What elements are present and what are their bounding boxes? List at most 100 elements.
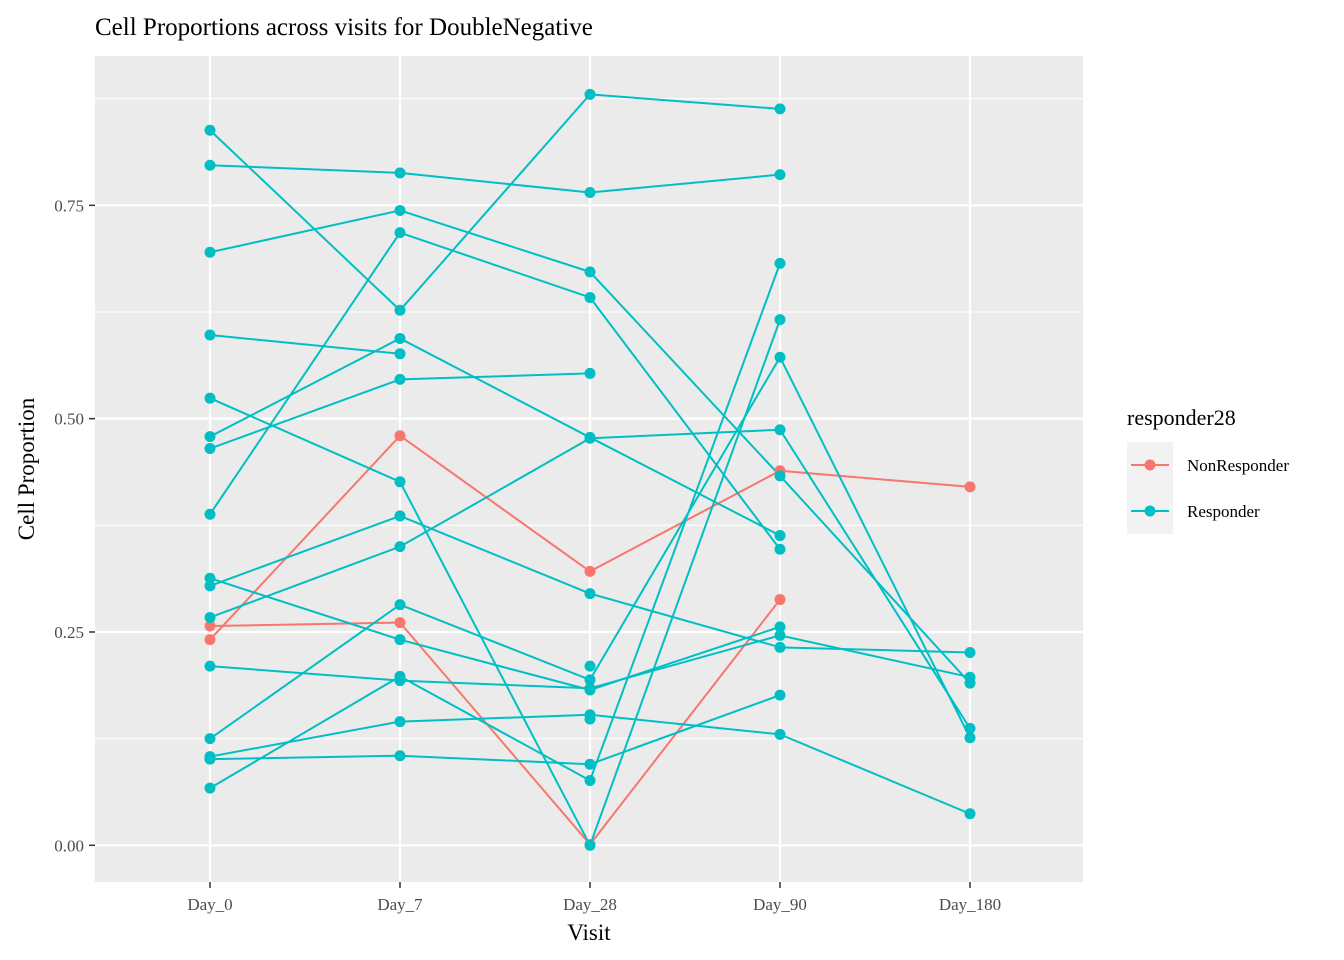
series-line-segment <box>209 577 401 641</box>
axes-layer: 0.00 0.25 0.50 0.75 Day_0 Day_7 Day_28 Day_90 Da… <box>54 196 1001 914</box>
series-line-segment <box>209 164 401 174</box>
series-line-segment <box>399 372 591 381</box>
series-responder-5 <box>209 231 781 550</box>
data-point <box>394 541 406 553</box>
data-point <box>204 611 216 623</box>
data-point <box>774 621 786 633</box>
series-line-segment <box>399 679 591 690</box>
data-point <box>204 753 216 765</box>
series-line-segment <box>209 378 401 450</box>
series-line-segment <box>399 603 591 681</box>
series-line-segment <box>209 754 401 761</box>
data-point <box>394 634 406 646</box>
chart-title: Cell Proportions across visits for Doubl… <box>95 14 593 41</box>
y-tick-label: 0.25 <box>54 623 84 642</box>
data-point <box>774 629 786 641</box>
data-point <box>584 367 596 379</box>
data-point <box>394 304 406 316</box>
data-point <box>394 348 406 360</box>
data-point <box>204 246 216 258</box>
series-line-segment <box>589 93 781 110</box>
data-point <box>394 670 406 682</box>
data-point <box>584 266 596 278</box>
data-point <box>964 808 976 820</box>
data-point <box>204 508 216 520</box>
series-line-segment <box>209 720 401 758</box>
data-point <box>584 432 596 444</box>
y-tick-label: 0.50 <box>54 410 84 429</box>
data-point <box>964 722 976 734</box>
data-point <box>584 187 596 199</box>
data-point <box>964 646 976 658</box>
data-point <box>204 443 216 455</box>
data-point <box>774 728 786 740</box>
series-line-segment <box>209 675 401 789</box>
data-point <box>204 733 216 745</box>
legend-key-background <box>1127 442 1173 534</box>
legend-title: responder28 <box>1127 405 1236 430</box>
series-responder-8 <box>209 372 591 450</box>
data-point <box>774 314 786 326</box>
data-point <box>204 572 216 584</box>
data-point <box>584 674 596 686</box>
legend-label: NonResponder <box>1187 456 1289 475</box>
series-line-segment <box>209 665 401 682</box>
data-point <box>774 470 786 482</box>
data-point <box>584 88 596 100</box>
data-point <box>584 291 596 303</box>
series-line-segment <box>589 271 781 477</box>
series-line-segment <box>779 646 971 654</box>
data-point <box>394 373 406 385</box>
series-line-segment <box>589 634 781 690</box>
series-line-segment <box>399 93 591 311</box>
data-point <box>204 431 216 443</box>
series-responder-3 <box>209 164 781 194</box>
data-point <box>204 329 216 341</box>
points-group <box>204 88 976 851</box>
series-line-segment <box>779 429 971 729</box>
series-line-segment <box>399 713 591 723</box>
series-line-segment <box>399 337 591 439</box>
series-line-segment <box>399 231 591 299</box>
series-line-segment <box>399 434 591 573</box>
series-responder-13 <box>209 356 971 740</box>
data-point <box>394 599 406 611</box>
series-line-segment <box>399 638 591 691</box>
data-point <box>204 782 216 794</box>
series-line-segment <box>779 634 971 679</box>
data-point <box>584 660 596 672</box>
series-line-segment <box>589 428 781 440</box>
series-responder-7 <box>209 337 781 537</box>
series-line-segment <box>399 171 591 194</box>
data-point <box>584 713 596 725</box>
data-point <box>774 257 786 269</box>
x-tick-label: Day_7 <box>377 895 423 914</box>
x-tick-label: Day_0 <box>187 895 232 914</box>
series-responder-16 <box>209 713 971 815</box>
series-line-segment <box>209 209 401 254</box>
data-point <box>394 716 406 728</box>
data-point <box>204 580 216 592</box>
series-line-segment <box>589 598 781 846</box>
data-point <box>584 682 596 694</box>
series-line-segment <box>399 621 591 846</box>
series-line-segment <box>399 209 591 273</box>
data-point <box>394 750 406 762</box>
series-line-segment <box>779 469 971 488</box>
data-point <box>204 392 216 404</box>
series-line-segment <box>589 713 781 736</box>
series-line-segment <box>589 356 781 681</box>
data-point <box>964 481 976 493</box>
legend-key-point <box>1144 459 1156 471</box>
data-point <box>204 634 216 646</box>
series-line-segment <box>589 319 781 846</box>
data-point <box>394 204 406 216</box>
series-line-segment <box>589 436 781 537</box>
series-line-segment <box>209 621 401 628</box>
data-point <box>584 839 596 851</box>
data-point <box>584 774 596 786</box>
legend-label: Responder <box>1187 502 1260 521</box>
x-tick-label: Day_90 <box>753 895 807 914</box>
series-line-segment <box>779 356 971 739</box>
